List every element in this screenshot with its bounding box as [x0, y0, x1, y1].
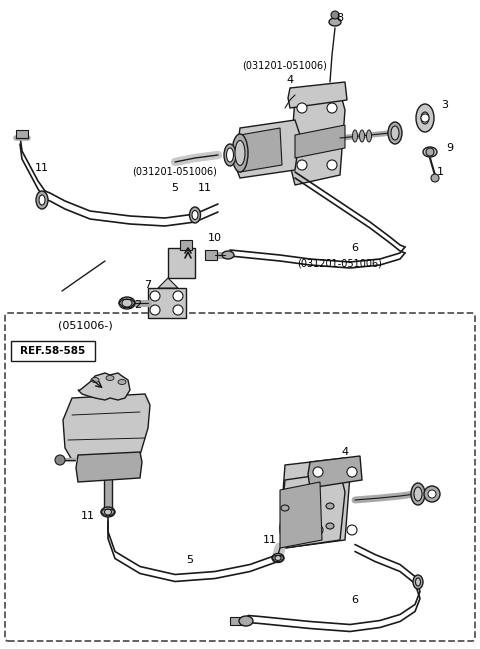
- Text: 7: 7: [144, 280, 152, 290]
- Polygon shape: [288, 82, 347, 108]
- Ellipse shape: [326, 503, 334, 509]
- Polygon shape: [168, 248, 195, 278]
- Polygon shape: [280, 472, 345, 548]
- Text: 9: 9: [446, 143, 454, 153]
- Text: 8: 8: [336, 13, 344, 23]
- Circle shape: [331, 11, 339, 19]
- Ellipse shape: [416, 578, 420, 586]
- Text: 6: 6: [351, 243, 359, 253]
- Ellipse shape: [36, 191, 48, 209]
- Ellipse shape: [329, 18, 341, 26]
- Ellipse shape: [272, 554, 284, 563]
- Ellipse shape: [360, 130, 364, 142]
- Circle shape: [428, 490, 436, 498]
- Ellipse shape: [118, 380, 126, 384]
- Ellipse shape: [367, 130, 372, 142]
- Circle shape: [297, 103, 307, 113]
- Text: 5: 5: [187, 555, 193, 565]
- Ellipse shape: [352, 130, 358, 142]
- Ellipse shape: [227, 148, 233, 162]
- Ellipse shape: [119, 297, 135, 309]
- Ellipse shape: [106, 376, 114, 380]
- Circle shape: [150, 305, 160, 315]
- Text: 1: 1: [436, 167, 444, 177]
- Text: REF.58-585: REF.58-585: [20, 346, 85, 356]
- Text: 4: 4: [287, 75, 294, 85]
- Circle shape: [347, 467, 357, 477]
- Ellipse shape: [235, 140, 245, 165]
- Text: 10: 10: [208, 233, 222, 243]
- Text: 11: 11: [35, 163, 49, 173]
- Polygon shape: [78, 373, 130, 400]
- Ellipse shape: [39, 195, 45, 205]
- Text: 5: 5: [171, 183, 179, 193]
- Polygon shape: [290, 92, 345, 185]
- Text: 4: 4: [341, 447, 348, 457]
- Ellipse shape: [101, 507, 115, 517]
- Circle shape: [55, 455, 65, 465]
- Ellipse shape: [224, 144, 236, 166]
- Ellipse shape: [411, 483, 425, 505]
- FancyBboxPatch shape: [5, 313, 475, 641]
- Circle shape: [313, 467, 323, 477]
- Circle shape: [424, 486, 440, 502]
- Circle shape: [421, 114, 429, 122]
- Ellipse shape: [190, 207, 201, 223]
- Ellipse shape: [91, 378, 99, 382]
- Ellipse shape: [326, 523, 334, 529]
- Text: (031201-051006): (031201-051006): [298, 258, 383, 268]
- Bar: [230, 617, 246, 625]
- Ellipse shape: [423, 147, 437, 157]
- Circle shape: [426, 148, 434, 156]
- Ellipse shape: [222, 251, 234, 259]
- Ellipse shape: [239, 616, 253, 626]
- Polygon shape: [240, 128, 282, 172]
- Circle shape: [150, 291, 160, 301]
- Ellipse shape: [275, 556, 281, 561]
- Polygon shape: [63, 394, 150, 460]
- Circle shape: [297, 160, 307, 170]
- Polygon shape: [295, 125, 345, 158]
- Text: (031201-051006): (031201-051006): [132, 167, 217, 177]
- Text: 11: 11: [81, 511, 95, 521]
- Polygon shape: [280, 482, 322, 548]
- Ellipse shape: [122, 299, 132, 307]
- Circle shape: [327, 103, 337, 113]
- Circle shape: [313, 525, 323, 535]
- Text: 11: 11: [263, 535, 277, 545]
- Ellipse shape: [281, 505, 289, 511]
- Ellipse shape: [232, 134, 248, 172]
- Polygon shape: [180, 240, 192, 250]
- Ellipse shape: [416, 104, 434, 132]
- Circle shape: [431, 174, 439, 182]
- Polygon shape: [235, 120, 300, 178]
- Ellipse shape: [391, 126, 399, 140]
- Polygon shape: [280, 458, 350, 548]
- Circle shape: [173, 291, 183, 301]
- Text: 2: 2: [134, 300, 142, 310]
- Bar: [148, 288, 186, 318]
- Ellipse shape: [421, 112, 429, 124]
- Circle shape: [347, 525, 357, 535]
- Polygon shape: [76, 452, 142, 482]
- Polygon shape: [308, 456, 362, 488]
- Ellipse shape: [192, 210, 198, 219]
- Text: (031201-051006): (031201-051006): [242, 60, 327, 70]
- Polygon shape: [158, 278, 178, 288]
- Text: (051006-): (051006-): [58, 320, 113, 330]
- Text: 11: 11: [198, 183, 212, 193]
- Circle shape: [173, 305, 183, 315]
- Circle shape: [327, 160, 337, 170]
- FancyBboxPatch shape: [11, 341, 95, 361]
- Bar: [16, 130, 28, 138]
- Text: 3: 3: [442, 100, 448, 110]
- Ellipse shape: [105, 509, 111, 515]
- Bar: [205, 250, 217, 260]
- Ellipse shape: [414, 487, 422, 501]
- Ellipse shape: [388, 122, 402, 144]
- Ellipse shape: [413, 575, 423, 589]
- Text: 6: 6: [351, 595, 359, 605]
